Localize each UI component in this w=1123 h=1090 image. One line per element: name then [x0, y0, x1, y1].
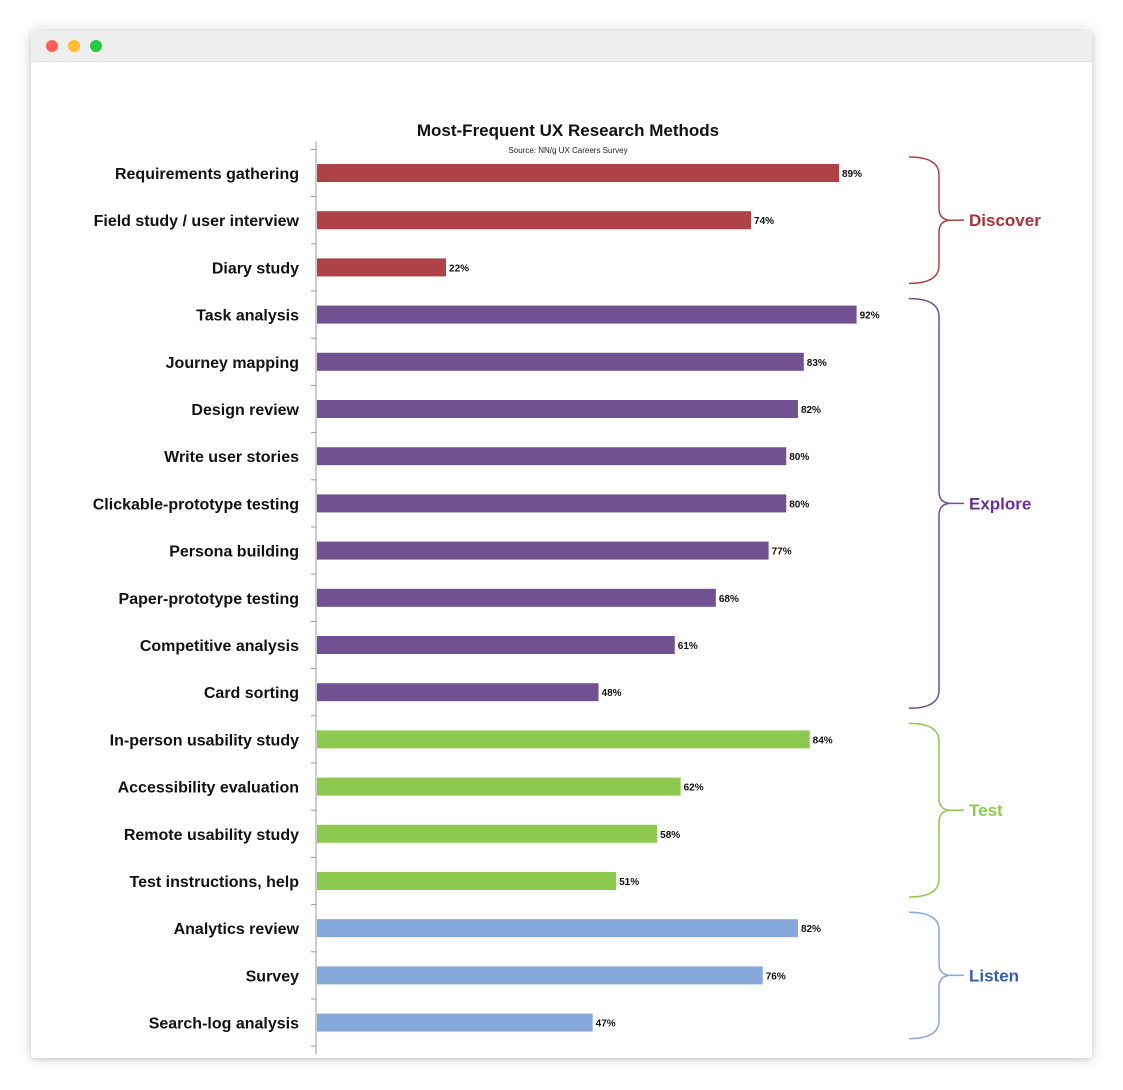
bracket-test [908, 722, 952, 898]
bar-write-user-stories [317, 447, 787, 466]
category-label-search-log-analysis: Search-log analysis [149, 1016, 299, 1033]
chart-subtitle: Source: NN/g UX Careers Survey [508, 146, 627, 155]
value-label-field-study-user-interview: 74% [754, 216, 774, 227]
category-label-card-sorting: Card sorting [204, 685, 299, 702]
bar-chart: Most-Frequent UX Research Methods Source… [93, 121, 1041, 1055]
value-label-paper-prototype-testing: 68% [719, 594, 739, 605]
value-label-requirements-gathering: 89% [842, 169, 862, 180]
bar-design-review [317, 400, 798, 418]
bracket-explore [908, 297, 952, 709]
group-label-listen: Listen [969, 966, 1019, 985]
category-label-accessibility-evaluation: Accessibility evaluation [118, 780, 299, 797]
bar-competitive-analysis [317, 636, 675, 654]
group-label-explore: Explore [969, 494, 1031, 513]
bar-test-instructions-help [317, 872, 617, 890]
close-window-icon[interactable] [46, 40, 58, 52]
window-titlebar [31, 31, 1092, 62]
category-label-design-review: Design review [191, 402, 299, 419]
value-label-search-log-analysis: 47% [596, 1019, 616, 1030]
bar-remote-usability-study [317, 824, 658, 843]
category-label-diary-study: Diary study [212, 260, 299, 277]
category-label-clickable-prototype-testing: Clickable-prototype testing [93, 496, 299, 513]
bracket-discover [908, 156, 952, 285]
bar-in-person-usability-study [317, 730, 810, 749]
value-label-write-user-stories: 80% [789, 452, 809, 463]
value-label-accessibility-evaluation: 62% [684, 783, 704, 794]
category-label-paper-prototype-testing: Paper-prototype testing [119, 591, 299, 608]
browser-window: Most-Frequent UX Research Methods Source… [31, 31, 1092, 1058]
value-label-competitive-analysis: 61% [678, 641, 698, 652]
bar-requirements-gathering [317, 164, 839, 182]
value-label-diary-study: 22% [449, 263, 469, 274]
category-label-test-instructions-help: Test instructions, help [130, 874, 300, 891]
value-label-clickable-prototype-testing: 80% [789, 499, 809, 510]
category-label-survey: Survey [246, 968, 299, 985]
value-label-persona-building: 77% [772, 547, 792, 558]
category-label-task-analysis: Task analysis [196, 308, 299, 325]
bar-search-log-analysis [317, 1013, 593, 1032]
chart-area: Most-Frequent UX Research Methods Source… [31, 62, 1092, 1058]
category-label-persona-building: Persona building [169, 544, 299, 561]
category-label-competitive-analysis: Competitive analysis [140, 638, 299, 655]
axis-group: Requirements gathering Field study / user… [93, 141, 317, 1055]
bar-persona-building [317, 541, 769, 560]
category-label-remote-usability-study: Remote usability study [124, 827, 299, 844]
category-label-field-study-user-interview: Field study / user interview [94, 213, 300, 230]
bar-paper-prototype-testing [317, 588, 716, 607]
minimize-window-icon[interactable] [68, 40, 80, 52]
category-label-analytics-review: Analytics review [174, 921, 300, 938]
value-label-survey: 76% [766, 971, 786, 982]
bar-analytics-review [317, 919, 798, 938]
value-label-remote-usability-study: 58% [660, 830, 680, 841]
chart-title: Most-Frequent UX Research Methods [417, 121, 719, 140]
zoom-window-icon[interactable] [90, 40, 102, 52]
value-label-journey-mapping: 83% [807, 358, 827, 369]
category-label-journey-mapping: Journey mapping [166, 355, 299, 372]
bar-accessibility-evaluation [317, 777, 681, 796]
group-label-discover: Discover [969, 211, 1041, 230]
bars-group: 89% 74% 22% 92% 83% 82% 80% 80% 77% 68% 61% 48% 84% 6… [317, 164, 880, 1032]
group-label-test: Test [969, 801, 1003, 820]
group-brackets: Discover Explore Test Listen [908, 156, 1041, 1040]
bar-task-analysis [317, 305, 857, 324]
value-label-design-review: 82% [801, 405, 821, 416]
value-label-analytics-review: 82% [801, 924, 821, 935]
bar-card-sorting [317, 683, 599, 702]
bar-diary-study [317, 258, 447, 277]
category-label-write-user-stories: Write user stories [164, 449, 299, 466]
bar-clickable-prototype-testing [317, 494, 787, 513]
category-label-in-person-usability-study: In-person usability study [110, 732, 299, 749]
bar-survey [317, 966, 763, 985]
value-label-in-person-usability-study: 84% [813, 735, 833, 746]
bar-field-study-user-interview [317, 211, 752, 230]
value-label-card-sorting: 48% [602, 688, 622, 699]
category-label-requirements-gathering: Requirements gathering [115, 166, 299, 183]
value-label-test-instructions-help: 51% [619, 877, 639, 888]
bar-journey-mapping [317, 352, 804, 371]
value-label-task-analysis: 92% [860, 311, 880, 322]
bracket-listen [908, 911, 952, 1040]
